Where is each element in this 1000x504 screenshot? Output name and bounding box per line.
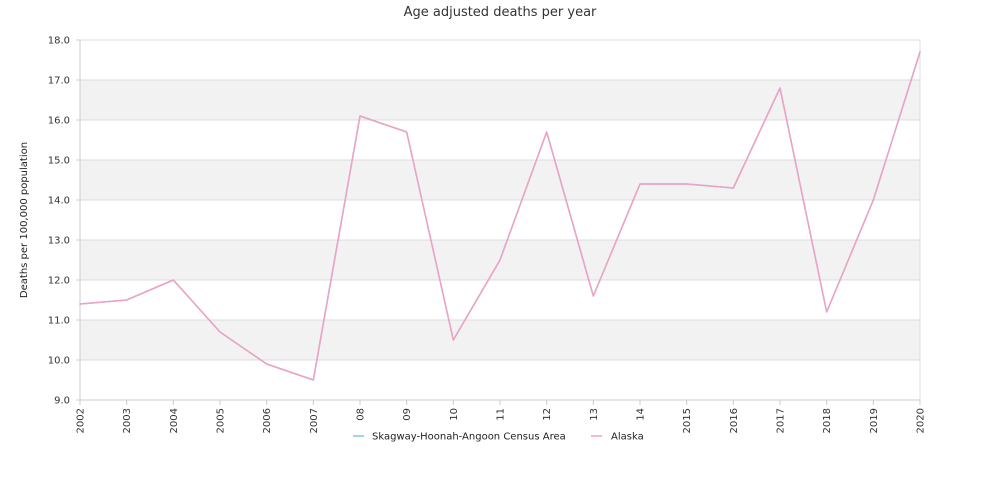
y-axis-ticks: 9.0 10.0 11.0 12.0 13.0 14.0 15.0 16.0 17.0 18.0: [48, 36, 80, 407]
x-tick-label: 2020: [916, 408, 927, 433]
x-tick-label: 2018: [822, 408, 833, 433]
y-tick-label: 14.0: [48, 196, 70, 207]
x-tick-label: 13: [589, 408, 600, 421]
series-lines: [79, 51, 921, 381]
x-tick-label: 09: [402, 408, 413, 421]
x-tick-label: 11: [496, 408, 507, 421]
y-tick-label: 10.0: [48, 356, 70, 367]
legend-label: Alaska: [611, 432, 644, 443]
x-axis-ticks: 2002 2003 2004 2005 2006 2007 08 09 10 11 12 13 14 20…: [76, 400, 927, 433]
y-tick-label: 16.0: [48, 116, 70, 127]
x-tick-label: 2007: [309, 408, 320, 433]
gridlines: [80, 39, 920, 401]
grid-band: [80, 320, 920, 360]
x-tick-label: 2005: [216, 408, 227, 433]
y-tick-label: 11.0: [48, 316, 70, 327]
y-tick-label: 18.0: [48, 36, 70, 47]
legend: Skagway-Hoonah-Angoon Census Area Alaska: [353, 432, 644, 443]
x-tick-label: 2015: [682, 408, 693, 433]
x-tick-label: 2016: [729, 408, 740, 433]
x-tick-label: 2017: [776, 408, 787, 433]
chart-title: Age adjusted deaths per year: [404, 5, 597, 20]
x-tick-label: 2019: [869, 408, 880, 433]
x-tick-label: 2004: [169, 408, 180, 433]
y-tick-label: 9.0: [54, 396, 70, 407]
x-tick-label: 2006: [262, 408, 273, 433]
grid-band: [80, 80, 920, 120]
y-tick-label: 17.0: [48, 76, 70, 87]
x-tick-label: 08: [356, 408, 367, 421]
y-tick-label: 12.0: [48, 276, 70, 287]
x-tick-label: 10: [449, 408, 460, 421]
series-line: [79, 51, 921, 381]
y-tick-label: 15.0: [48, 156, 70, 167]
y-tick-label: 13.0: [48, 236, 70, 247]
x-tick-label: 14: [636, 408, 647, 421]
grid-band: [80, 160, 920, 200]
y-axis-title: Deaths per 100,000 population: [19, 142, 30, 298]
legend-label: Skagway-Hoonah-Angoon Census Area: [372, 432, 566, 443]
x-tick-label: 2003: [122, 408, 133, 433]
x-tick-label: 12: [542, 408, 553, 421]
grid-bands: [80, 80, 920, 360]
x-tick-label: 2002: [76, 408, 87, 433]
